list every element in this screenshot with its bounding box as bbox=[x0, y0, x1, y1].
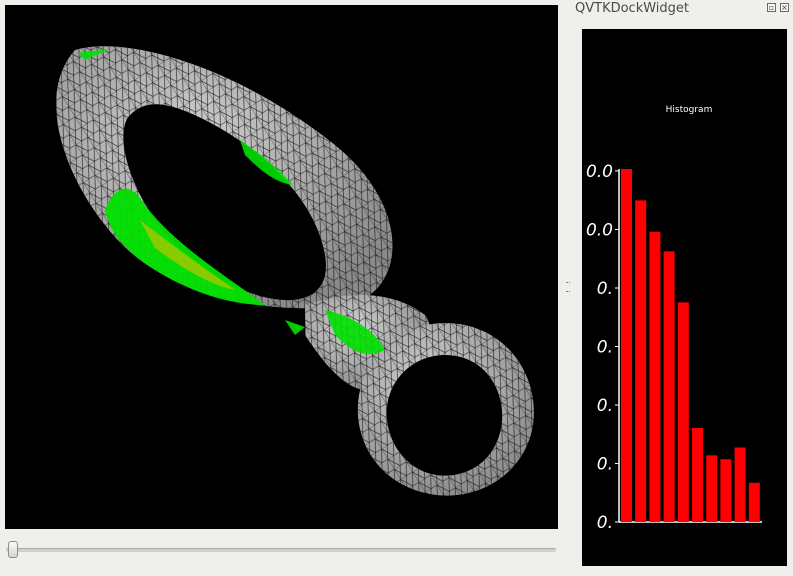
histogram-bar bbox=[677, 302, 689, 522]
dock-close-button[interactable]: × bbox=[780, 3, 789, 12]
histogram-bars bbox=[621, 169, 760, 522]
y-tick-label: 0. bbox=[597, 513, 613, 533]
histogram-bar bbox=[621, 169, 632, 522]
y-tick-label: 0. bbox=[597, 455, 613, 475]
histogram-bar bbox=[635, 200, 647, 522]
histogram-bar bbox=[706, 455, 718, 522]
y-tick-label: 0. bbox=[597, 396, 613, 416]
dock-splitter-handle[interactable] bbox=[566, 282, 570, 292]
histogram-bar bbox=[649, 231, 661, 522]
close-icon: × bbox=[781, 3, 788, 12]
y-tick-label: 0.0 bbox=[586, 162, 613, 182]
mesh-large-ring bbox=[56, 46, 393, 309]
time-slider-track[interactable] bbox=[6, 548, 556, 552]
y-tick-label: 0. bbox=[597, 279, 613, 299]
dock-float-button[interactable]: ▫ bbox=[767, 3, 776, 12]
mesh-highlight-regions bbox=[77, 49, 385, 355]
time-slider-handle[interactable] bbox=[8, 541, 18, 558]
histogram-render-view[interactable]: Histogram 0.0 0.0 0. 0. 0. 0. 0. bbox=[582, 29, 787, 566]
restore-icon: ▫ bbox=[768, 3, 775, 12]
mesh-small-ring bbox=[357, 323, 534, 496]
vtk-render-view[interactable] bbox=[5, 5, 558, 529]
dock-title: QVTKDockWidget bbox=[575, 1, 690, 16]
histogram-bar bbox=[663, 251, 675, 522]
histogram-bar bbox=[692, 427, 703, 522]
y-tick-label: 0. bbox=[597, 338, 613, 358]
histogram-bar bbox=[748, 482, 760, 522]
y-tick-label: 0.0 bbox=[586, 221, 613, 241]
histogram-bar bbox=[720, 459, 732, 522]
histogram-title: Histogram bbox=[666, 105, 713, 115]
mesh-canvas bbox=[56, 46, 534, 496]
histogram-bar bbox=[734, 447, 746, 522]
histogram-chart: Histogram 0.0 0.0 0. 0. 0. 0. 0. bbox=[586, 105, 762, 533]
